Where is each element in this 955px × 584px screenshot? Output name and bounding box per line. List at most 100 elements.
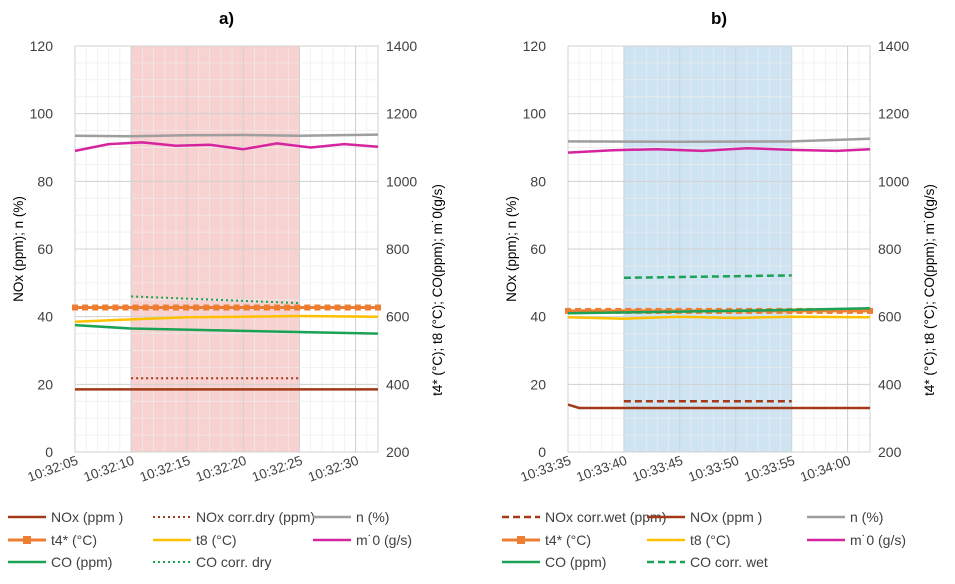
legend-label: NOx (ppm )	[690, 509, 762, 525]
legend-label: m˙0 (g/s)	[850, 532, 906, 548]
series-marker	[575, 307, 582, 314]
series-marker	[122, 304, 129, 311]
y-tick-label: 40	[37, 309, 53, 325]
legend-label: CO (ppm)	[51, 554, 112, 570]
y-axis-title: NOx (ppm); n (%)	[504, 196, 519, 302]
series-marker	[856, 307, 863, 314]
legend: NOx corr.wet (ppm) NOx (ppm ) n (%) t4* (°C…	[502, 509, 906, 570]
y2-axis-title: t4* (°C); t8 (°C); CO(ppm); m˙0(g/s)	[430, 184, 445, 396]
y-tick-label: 0	[538, 444, 546, 460]
series-marker	[263, 304, 270, 311]
series-line	[74, 314, 379, 323]
series-marker	[836, 307, 843, 314]
y2-tick-label: 400	[386, 376, 410, 392]
series-marker	[112, 304, 119, 311]
panel-label: a)	[219, 9, 234, 28]
y2-tick-label: 1400	[386, 38, 417, 54]
series-marker	[595, 307, 602, 314]
series-line	[567, 146, 871, 154]
series-line	[623, 274, 792, 280]
series-marker	[294, 304, 301, 311]
x-tick-label: 10:32:25	[250, 453, 305, 485]
y2-tick-label: 200	[878, 444, 902, 460]
series-line	[567, 137, 871, 143]
series-marker	[565, 307, 571, 314]
series-marker	[826, 307, 833, 314]
series-marker	[304, 304, 311, 311]
series-marker	[334, 304, 341, 311]
y-tick-label: 120	[523, 38, 547, 54]
chart-panel-1: a) 0 20 40 60 80 100 120 200 400 600 800 1000 1200 140…	[8, 9, 445, 570]
series-line	[74, 133, 379, 138]
legend-label: t4* (°C)	[51, 532, 97, 548]
series-marker	[82, 304, 89, 311]
y2-tick-label: 400	[878, 376, 902, 392]
series-marker	[585, 307, 592, 314]
series-marker	[274, 304, 280, 311]
legend: NOx (ppm ) NOx corr.dry (ppm) n (%) t4* (°C…	[8, 509, 412, 570]
y2-tick-label: 600	[386, 309, 410, 325]
plot-area	[567, 45, 871, 453]
series-marker	[173, 304, 179, 311]
series-line	[567, 315, 871, 320]
y2-tick-label: 1400	[878, 38, 909, 54]
x-tick-label: 10:33:40	[574, 453, 629, 485]
legend-label: NOx (ppm )	[51, 509, 123, 525]
series-marker	[152, 304, 159, 311]
legend-label: t4* (°C)	[545, 532, 591, 548]
series-marker	[354, 304, 361, 311]
series-marker	[846, 307, 853, 314]
series-marker	[162, 304, 169, 311]
x-tick-label: 10:32:10	[82, 453, 137, 485]
y2-axis-title: t4* (°C); t8 (°C); CO(ppm); m˙0(g/s)	[922, 184, 937, 396]
series-marker	[867, 307, 873, 314]
y-tick-label: 20	[37, 376, 53, 392]
series-marker	[253, 304, 260, 311]
legend-label: m˙0 (g/s)	[356, 532, 412, 548]
y-tick-label: 80	[530, 173, 546, 189]
plot-area	[74, 45, 379, 453]
panel-label: b)	[711, 9, 727, 28]
x-tick-label: 10:32:15	[138, 453, 193, 485]
series-marker	[324, 304, 331, 311]
series-marker	[284, 304, 291, 311]
series-marker	[364, 304, 371, 311]
y2-tick-label: 1200	[878, 106, 909, 122]
y-tick-label: 80	[37, 173, 53, 189]
series-marker	[132, 304, 139, 311]
series-marker	[314, 304, 321, 311]
legend-label: t8 (°C)	[690, 532, 731, 548]
legend-label: NOx corr.dry (ppm)	[196, 509, 315, 525]
series-line	[74, 141, 379, 153]
series-marker	[625, 307, 632, 314]
x-tick-label: 10:33:50	[686, 453, 741, 485]
series-line	[567, 403, 870, 410]
series-marker	[375, 304, 381, 311]
series-line	[567, 306, 871, 315]
legend-marker	[517, 536, 525, 544]
y-tick-label: 0	[45, 444, 53, 460]
x-tick-label: 10:33:55	[742, 453, 797, 485]
y-tick-label: 60	[37, 241, 53, 257]
y2-tick-label: 600	[878, 309, 902, 325]
y-tick-label: 120	[30, 38, 54, 54]
series-line	[74, 323, 379, 335]
x-tick-label: 10:32:30	[306, 453, 361, 485]
y-axis-title: NOx (ppm); n (%)	[11, 196, 26, 302]
y-tick-label: 40	[530, 309, 546, 325]
legend-label: t8 (°C)	[196, 532, 237, 548]
chart-panel-2: b) 0 20 40 60 80 100 120 200 400 600 800 1000 1200 140…	[502, 9, 937, 570]
series-marker	[193, 304, 200, 311]
series-marker	[102, 304, 109, 311]
series-marker	[243, 304, 250, 311]
series-marker	[806, 307, 813, 314]
legend-label: CO corr. dry	[196, 554, 271, 570]
legend-label: CO corr. wet	[690, 554, 768, 570]
y2-tick-label: 200	[386, 444, 410, 460]
series-marker	[233, 304, 240, 311]
y2-tick-label: 800	[878, 241, 902, 257]
legend-label: CO (ppm)	[545, 554, 606, 570]
series-marker	[223, 304, 230, 311]
series-marker	[605, 307, 612, 314]
